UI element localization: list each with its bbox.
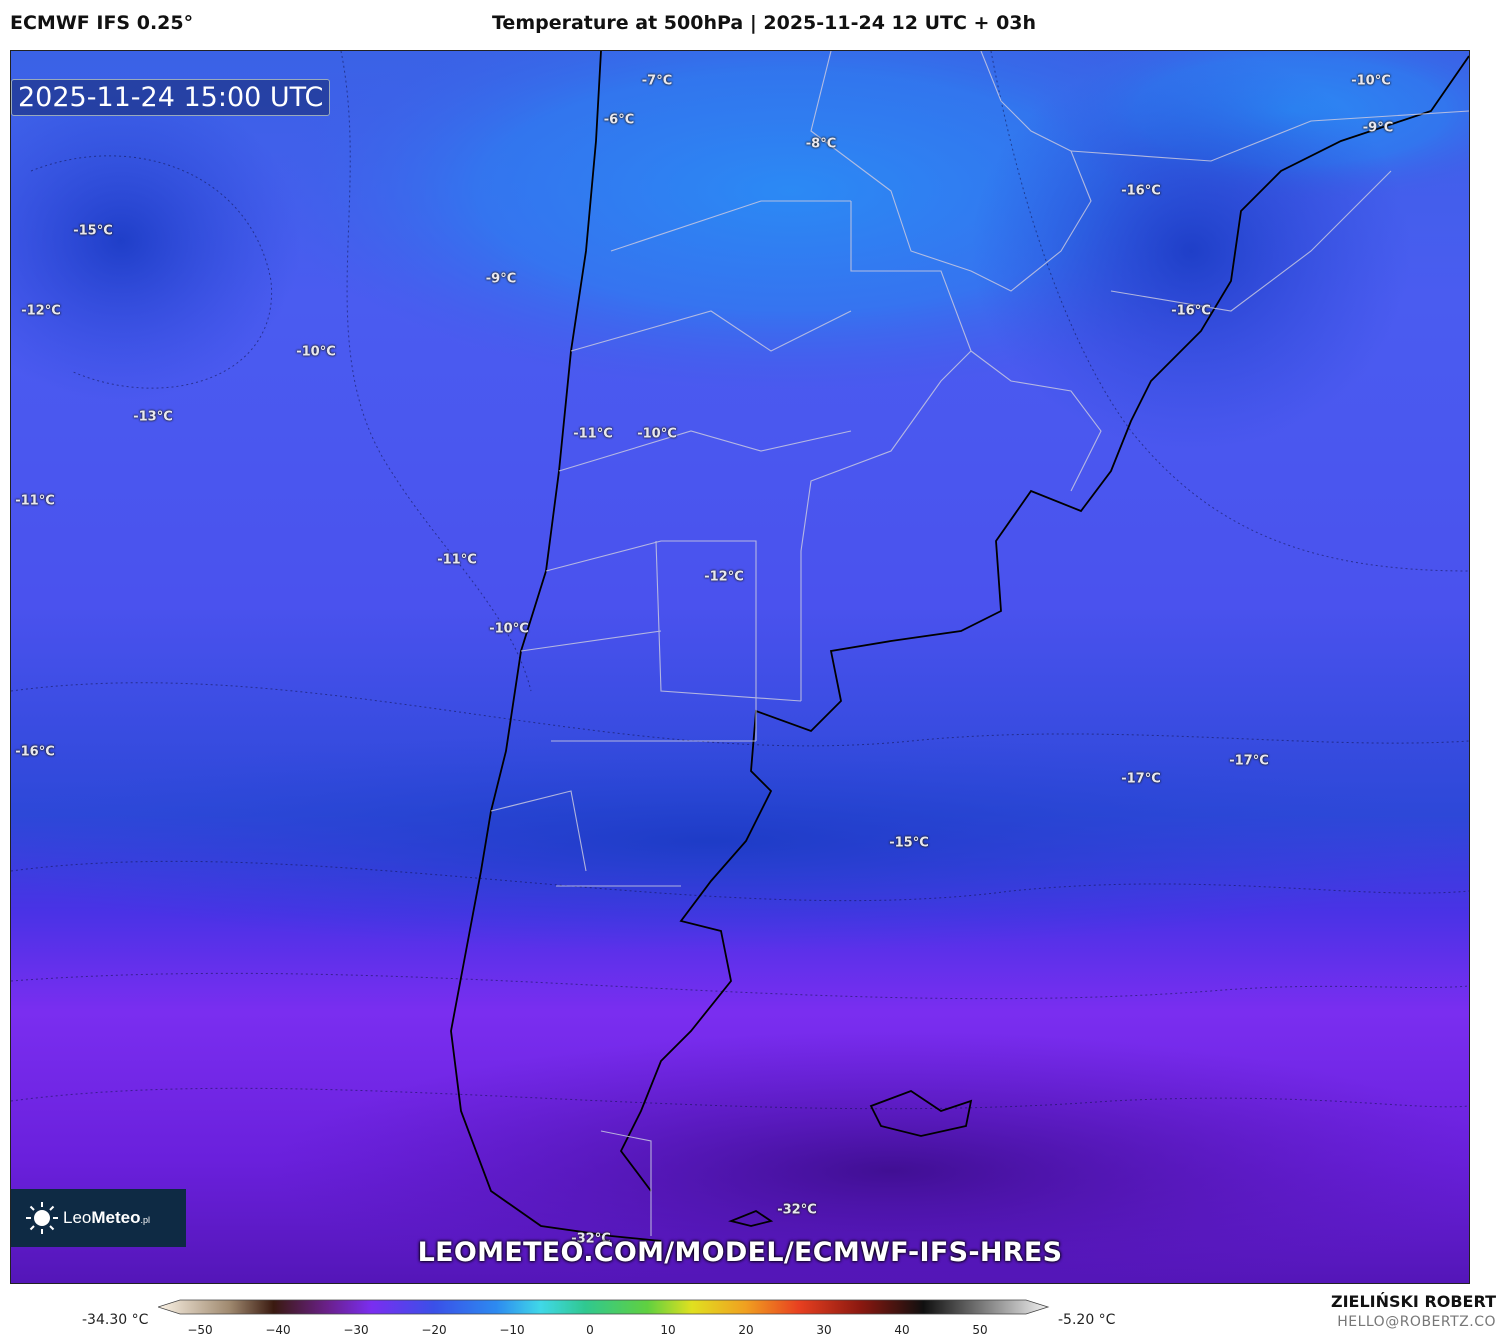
temp-label: -13°C <box>133 409 173 425</box>
cold-core-east <box>971 51 1411 451</box>
model-name: ECMWF IFS 0.25° <box>10 12 194 34</box>
isotherms <box>11 51 1469 1110</box>
logo-text: LeoMeteo.pl <box>63 1208 151 1227</box>
temp-label: -15°C <box>73 223 113 239</box>
leometeo-logo: LeoMeteo.pl <box>11 1189 186 1247</box>
colorbar-tick: 40 <box>894 1323 910 1337</box>
temp-label: -32°C <box>777 1202 817 1218</box>
colorbar-tick: −20 <box>421 1323 447 1337</box>
temp-label: -10°C <box>489 621 529 637</box>
temp-label: -6°C <box>603 112 635 128</box>
temp-label: -16°C <box>1171 303 1211 319</box>
colorbar-max-label: -5.20 °C <box>1058 1312 1116 1328</box>
temperature-map: 2025-11-24 15:00 UTC -7°C -6°C -8°C -10°… <box>10 50 1470 1284</box>
temp-label: -11°C <box>573 426 613 442</box>
very-cold-south <box>271 1031 1469 1283</box>
colorbar <box>158 1299 1050 1315</box>
temp-label: -9°C <box>1362 120 1394 136</box>
map-canvas <box>11 51 1469 1283</box>
colorbar-tick: 50 <box>972 1323 988 1337</box>
temp-label: -11°C <box>15 493 55 509</box>
colorbar-tick: −30 <box>343 1323 369 1337</box>
temp-label: -15°C <box>889 835 929 851</box>
temp-label: -10°C <box>296 344 336 360</box>
colorbar-tick: −50 <box>187 1323 213 1337</box>
temp-label: -11°C <box>437 552 477 568</box>
colorbar-tick: −40 <box>265 1323 291 1337</box>
colorbar-tick: 0 <box>586 1323 594 1337</box>
author-email[interactable]: HELLO@ROBERTZ.CO <box>1337 1314 1496 1330</box>
temp-label: -17°C <box>1229 753 1269 769</box>
borders <box>490 51 1469 1236</box>
colorbar-tick: 30 <box>816 1323 832 1337</box>
temp-label: -10°C <box>637 426 677 442</box>
timestamp-box: 2025-11-24 15:00 UTC <box>11 79 331 116</box>
temp-label: -7°C <box>641 73 673 89</box>
source-url[interactable]: LEOMETEO.COM/MODEL/ECMWF-IFS-HRES <box>417 1237 1063 1268</box>
temp-label: -16°C <box>15 744 55 760</box>
temp-label: -32°C <box>571 1231 611 1247</box>
temp-label: -17°C <box>1121 771 1161 787</box>
temp-label: -9°C <box>485 271 517 287</box>
map-title: Temperature at 500hPa | 2025-11-24 12 UT… <box>492 12 1037 34</box>
colorbar-min-label: -34.30 °C <box>82 1312 149 1328</box>
temp-label: -12°C <box>704 569 744 585</box>
colorbar-tick: 10 <box>660 1323 676 1337</box>
colorbar-tick: −10 <box>499 1323 525 1337</box>
colorbar-tick: 20 <box>738 1323 754 1337</box>
temp-label: -16°C <box>1121 183 1161 199</box>
temp-label: -8°C <box>805 136 837 152</box>
author-name: ZIELIŃSKI ROBERT <box>1330 1292 1496 1311</box>
temp-label: -10°C <box>1351 73 1391 89</box>
temp-label: -12°C <box>21 303 61 319</box>
cold-core-west <box>11 81 301 401</box>
sun-icon <box>25 1201 59 1235</box>
cold-band-central <box>11 731 1469 951</box>
